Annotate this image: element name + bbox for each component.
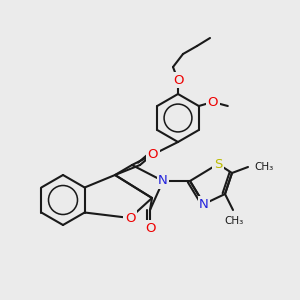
Text: CH₃: CH₃	[224, 216, 244, 226]
Text: S: S	[214, 158, 222, 170]
Text: O: O	[145, 221, 155, 235]
Text: O: O	[125, 212, 135, 224]
Text: O: O	[208, 95, 218, 109]
Text: N: N	[158, 175, 168, 188]
Text: CH₃: CH₃	[254, 162, 273, 172]
Text: N: N	[199, 197, 209, 211]
Text: O: O	[148, 148, 158, 160]
Text: O: O	[173, 74, 183, 86]
